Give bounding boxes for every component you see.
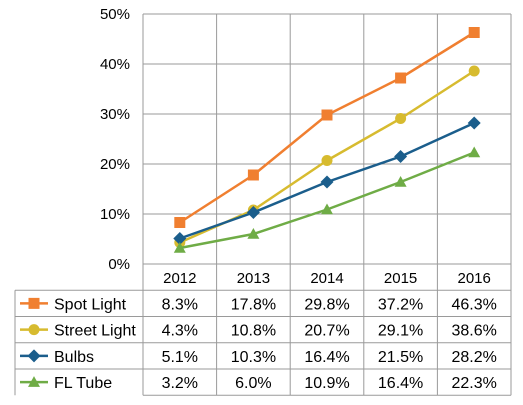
y-tick-label: 40%: [100, 56, 130, 73]
data-label-street-light: 29.1%: [378, 323, 423, 340]
y-tick-label: 10%: [100, 206, 130, 223]
data-point-bulbs: [173, 232, 187, 245]
data-label-fl-tube: 3.2%: [162, 375, 198, 392]
series-line-spot-light: [179, 31, 475, 224]
legend-key-marker-bulbs: [27, 349, 41, 363]
data-point-spot-light: [321, 109, 333, 121]
y-tick-label: 30%: [100, 106, 130, 123]
data-label-street-light: 38.6%: [452, 323, 497, 340]
data-label-spot-light: 46.3%: [452, 296, 497, 313]
legend-key-marker-street-light: [28, 324, 40, 336]
data-label-street-light: 4.3%: [162, 323, 198, 340]
series-fl-tube: [173, 146, 481, 253]
legend-key-marker-spot-light: [28, 297, 40, 309]
data-label-street-light: 20.7%: [304, 323, 349, 340]
data-point-street-light: [395, 113, 407, 124]
data-label-fl-tube: 10.9%: [304, 375, 349, 392]
data-label-bulbs: 16.4%: [304, 349, 349, 366]
series-street-light: [174, 65, 480, 248]
series-line-fl-tube: [179, 151, 475, 250]
data-point-spot-light: [468, 27, 480, 38]
y-tick-label: 50%: [100, 6, 130, 23]
data-point-spot-light: [395, 72, 407, 84]
data-label-bulbs: 5.1%: [162, 349, 198, 366]
data-point-bulbs: [394, 150, 408, 163]
data-point-spot-light: [174, 217, 186, 228]
x-category-label: 2012: [163, 270, 196, 287]
series-name-spot-light: Spot Light: [54, 296, 127, 313]
x-category-label: 2016: [458, 270, 491, 287]
data-point-fl-tube: [321, 203, 333, 215]
data-label-street-light: 10.8%: [231, 323, 276, 340]
data-label-spot-light: 29.8%: [304, 296, 349, 313]
legend-key-marker-fl-tube: [28, 376, 40, 387]
data-point-fl-tube: [173, 242, 186, 253]
data-point-spot-light: [247, 169, 259, 181]
data-label-fl-tube: 22.3%: [452, 375, 497, 392]
data-label-fl-tube: 6.0%: [235, 375, 271, 392]
data-point-bulbs: [320, 175, 334, 189]
data-label-bulbs: 28.2%: [452, 349, 497, 366]
data-point-fl-tube: [468, 146, 481, 158]
data-label-spot-light: 17.8%: [231, 296, 276, 313]
series-bulbs: [173, 116, 481, 245]
data-label-spot-light: 37.2%: [378, 296, 423, 313]
series-spot-light: [174, 27, 480, 228]
data-point-bulbs: [246, 206, 260, 219]
data-point-street-light: [321, 155, 333, 166]
y-tick-label: 0%: [108, 256, 130, 273]
data-label-fl-tube: 16.4%: [378, 375, 423, 392]
data-label-spot-light: 8.3%: [162, 296, 198, 313]
data-label-bulbs: 21.5%: [378, 349, 423, 366]
data-label-bulbs: 10.3%: [231, 349, 276, 366]
series-name-street-light: Street Light: [54, 323, 136, 340]
y-tick-label: 20%: [100, 156, 130, 173]
data-point-fl-tube: [394, 176, 407, 187]
series-name-bulbs: Bulbs: [54, 349, 94, 366]
x-category-label: 2013: [237, 270, 270, 287]
series-name-fl-tube: FL Tube: [54, 375, 112, 392]
data-point-bulbs: [467, 116, 481, 130]
x-category-label: 2015: [384, 270, 417, 287]
x-category-label: 2014: [310, 270, 343, 287]
data-point-fl-tube: [247, 228, 260, 239]
data-point-street-light: [468, 65, 480, 77]
